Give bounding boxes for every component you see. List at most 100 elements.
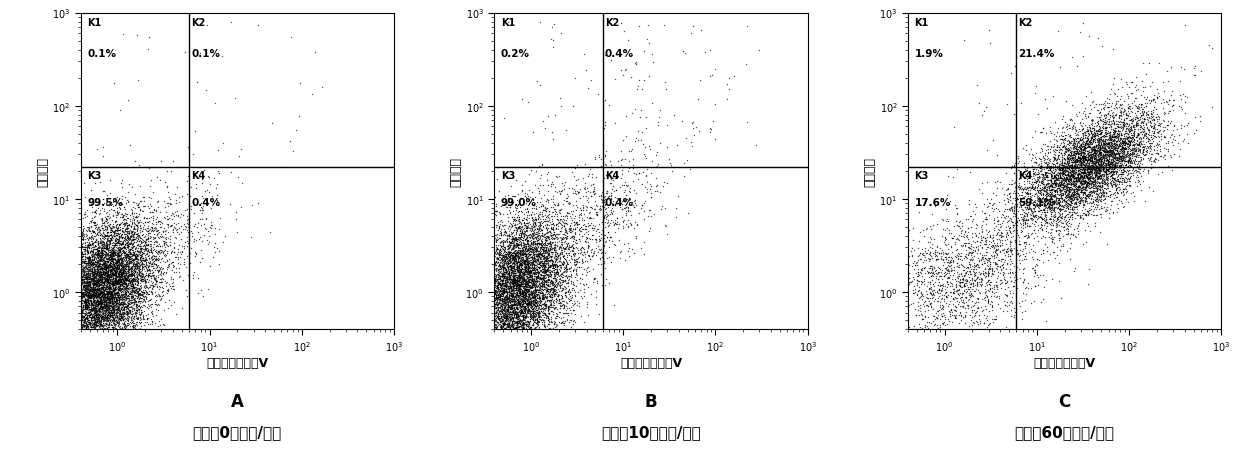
Point bbox=[77, 310, 97, 317]
Point bbox=[1091, 132, 1111, 139]
Point bbox=[1064, 189, 1084, 197]
Point bbox=[119, 249, 139, 256]
Point bbox=[110, 245, 130, 252]
Point bbox=[572, 210, 591, 217]
Point bbox=[497, 308, 517, 315]
Point bbox=[518, 261, 538, 268]
Point bbox=[625, 60, 645, 68]
Point bbox=[1096, 180, 1116, 188]
Point bbox=[210, 248, 229, 255]
Point bbox=[999, 299, 1019, 306]
Point bbox=[487, 254, 507, 261]
Point bbox=[552, 281, 572, 288]
Point bbox=[1035, 198, 1055, 205]
Point bbox=[507, 289, 527, 296]
Point bbox=[663, 112, 683, 119]
Point bbox=[88, 285, 108, 293]
Point bbox=[494, 299, 513, 307]
Point bbox=[102, 250, 122, 257]
Point bbox=[485, 313, 505, 320]
Point bbox=[1052, 166, 1071, 173]
Point bbox=[967, 280, 987, 287]
Point bbox=[525, 270, 544, 277]
Point bbox=[148, 268, 167, 275]
Point bbox=[136, 251, 156, 258]
Point bbox=[109, 285, 129, 292]
Point bbox=[1084, 189, 1104, 196]
Point bbox=[575, 161, 595, 168]
Point bbox=[1029, 214, 1049, 221]
Point bbox=[82, 227, 102, 234]
Point bbox=[962, 307, 982, 314]
Point bbox=[494, 269, 513, 276]
Point bbox=[537, 285, 557, 292]
Point bbox=[491, 263, 511, 271]
Point bbox=[104, 324, 124, 331]
Point bbox=[86, 278, 105, 285]
Point bbox=[1052, 178, 1071, 185]
Point bbox=[84, 292, 104, 299]
Point bbox=[548, 211, 568, 218]
Point bbox=[1002, 260, 1022, 267]
Point bbox=[117, 283, 136, 290]
Point bbox=[98, 254, 118, 262]
Point bbox=[1111, 169, 1131, 176]
Point bbox=[564, 221, 584, 229]
Point bbox=[102, 272, 122, 279]
Point bbox=[103, 304, 123, 311]
Point bbox=[1025, 208, 1045, 215]
Point bbox=[1084, 136, 1104, 143]
Point bbox=[1058, 176, 1078, 184]
Point bbox=[1059, 194, 1079, 201]
Point bbox=[1089, 173, 1109, 180]
Point bbox=[1083, 117, 1102, 124]
Point bbox=[525, 277, 544, 285]
Point bbox=[570, 247, 590, 254]
Point bbox=[78, 258, 98, 265]
Point bbox=[1133, 143, 1153, 151]
Point bbox=[520, 291, 539, 298]
Point bbox=[611, 20, 631, 28]
Point bbox=[1126, 87, 1146, 94]
Point bbox=[107, 299, 126, 307]
Point bbox=[1079, 143, 1099, 151]
Point bbox=[534, 252, 554, 259]
Point bbox=[1042, 203, 1061, 211]
Point bbox=[1053, 166, 1073, 173]
Point bbox=[102, 202, 122, 209]
Point bbox=[136, 247, 156, 254]
Point bbox=[109, 234, 129, 241]
Point bbox=[1083, 117, 1102, 124]
Point bbox=[1069, 157, 1089, 165]
Point bbox=[1118, 159, 1138, 166]
Point bbox=[1030, 214, 1050, 221]
Point bbox=[148, 249, 167, 256]
Point bbox=[537, 254, 557, 262]
Point bbox=[95, 294, 115, 301]
Point bbox=[1094, 157, 1114, 164]
Point bbox=[976, 292, 996, 299]
Point bbox=[1047, 179, 1066, 186]
Point bbox=[494, 320, 513, 327]
Point bbox=[1112, 121, 1132, 129]
Point bbox=[1097, 157, 1117, 165]
Point bbox=[496, 286, 516, 294]
Point bbox=[925, 247, 945, 254]
Point bbox=[123, 281, 143, 289]
Point bbox=[485, 262, 505, 269]
Point bbox=[115, 322, 135, 329]
Point bbox=[513, 271, 533, 278]
Point bbox=[978, 266, 998, 273]
Point bbox=[89, 290, 109, 298]
Point bbox=[506, 225, 526, 232]
Point bbox=[554, 267, 574, 275]
Point bbox=[523, 290, 543, 298]
Point bbox=[112, 273, 131, 280]
Point bbox=[527, 267, 547, 274]
Point bbox=[965, 272, 985, 280]
Point bbox=[505, 266, 525, 273]
Point bbox=[1014, 198, 1034, 206]
Point bbox=[1022, 157, 1042, 165]
Point bbox=[1033, 199, 1053, 207]
Point bbox=[1107, 128, 1127, 135]
